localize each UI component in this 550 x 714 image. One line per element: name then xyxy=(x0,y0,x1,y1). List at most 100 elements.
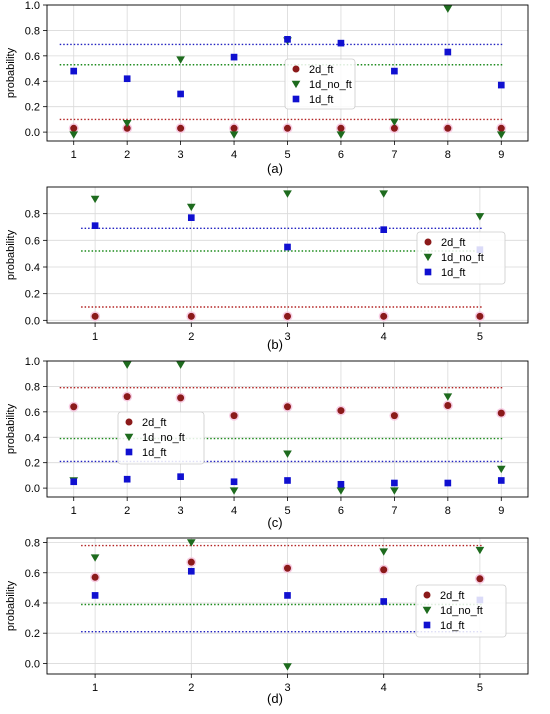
data-point-1d-ft xyxy=(444,48,452,56)
data-point-2d-ft xyxy=(187,558,195,566)
chart-panel-4: 0.0 0.2 0.4 0.6 0.8 1 2 3 4 5 probability 2d_ft 1d_n… xyxy=(5,538,529,706)
legend-marker xyxy=(424,268,432,276)
y-tick-label: 0.8 xyxy=(25,25,40,37)
data-point-1d-ft xyxy=(380,226,388,233)
legend-marker xyxy=(423,621,431,629)
data-point-1d-no-ft xyxy=(69,131,79,139)
x-tick-label: 6 xyxy=(338,149,344,161)
data-point-1d-no-ft xyxy=(122,119,132,128)
legend-label: 1d_no_ft xyxy=(309,79,352,91)
legend-marker xyxy=(292,65,300,73)
y-tick-label: 0.6 xyxy=(25,568,40,580)
data-point-2d-ft xyxy=(91,573,99,581)
data-point-2d-ft xyxy=(380,312,388,320)
x-tick-label: 2 xyxy=(124,505,130,517)
data-point-1d-no-ft xyxy=(283,663,292,671)
legend-marker xyxy=(124,433,134,442)
x-tick-label: 3 xyxy=(284,682,290,694)
data-point-1d-ft xyxy=(177,90,184,98)
x-tick-label: 7 xyxy=(391,149,397,161)
data-point-1d-no-ft xyxy=(496,131,506,139)
y-tick-label: 0.2 xyxy=(25,458,40,470)
data-point-1d-no-ft xyxy=(186,539,196,547)
data-point-1d-no-ft xyxy=(336,487,346,495)
data-point-1d-ft xyxy=(497,477,505,484)
x-tick-label: 7 xyxy=(391,505,397,517)
data-point-1d-ft xyxy=(91,592,99,599)
legend-box xyxy=(117,411,205,465)
data-point-2d-ft xyxy=(497,124,505,132)
x-tick-label: 3 xyxy=(178,149,184,161)
x-tick-label: 6 xyxy=(338,505,344,517)
y-tick-label: 0.2 xyxy=(25,628,40,640)
legend-marker xyxy=(424,238,432,246)
data-point-1d-no-ft xyxy=(283,190,292,198)
legend-box xyxy=(415,584,507,638)
data-point-1d-no-ft xyxy=(90,554,100,562)
legend-label: 2d_ft xyxy=(440,590,464,602)
data-point-2d-ft xyxy=(476,575,484,583)
data-point-1d-ft xyxy=(284,592,291,599)
data-point-1d-ft xyxy=(91,222,99,229)
data-point-2d-ft xyxy=(337,124,345,132)
y-tick-label: 0.6 xyxy=(25,407,40,419)
x-tick-label: 2 xyxy=(188,331,194,343)
y-tick-label: 0.4 xyxy=(25,598,40,610)
data-point-2d-ft xyxy=(91,312,99,320)
legend-box xyxy=(284,58,356,110)
y-tick-label: 0.0 xyxy=(25,658,40,670)
data-point-1d-no-ft xyxy=(475,546,485,555)
x-tick-label: 4 xyxy=(231,505,237,517)
data-point-2d-ft xyxy=(177,124,185,132)
y-tick-label: 0.0 xyxy=(25,315,40,327)
data-point-1d-ft xyxy=(391,479,398,487)
data-point-1d-ft xyxy=(177,473,184,480)
y-tick-label: 0.2 xyxy=(25,289,40,301)
data-point-1d-ft xyxy=(230,478,238,486)
y-axis-label: probability xyxy=(5,229,17,280)
data-point-2d-ft xyxy=(284,403,291,411)
y-tick-label: 0.6 xyxy=(25,51,40,63)
data-point-2d-ft xyxy=(284,564,291,572)
data-point-2d-ft xyxy=(284,124,291,132)
data-point-1d-no-ft xyxy=(229,131,239,139)
data-point-1d-no-ft xyxy=(496,465,506,474)
data-point-1d-no-ft xyxy=(475,213,485,221)
data-point-1d-no-ft xyxy=(443,393,453,401)
data-point-2d-ft xyxy=(230,412,238,420)
data-point-2d-ft xyxy=(284,312,291,320)
data-point-1d-ft xyxy=(70,478,78,486)
x-tick-label: 8 xyxy=(445,149,451,161)
panel-caption: (b) xyxy=(267,337,283,352)
legend-marker xyxy=(125,418,133,426)
data-point-1d-ft xyxy=(380,598,388,605)
data-point-1d-ft xyxy=(230,53,238,61)
data-point-1d-ft xyxy=(187,567,195,575)
data-point-1d-no-ft xyxy=(443,5,453,13)
legend-label: 2d_ft xyxy=(441,237,465,249)
y-tick-label: 0.4 xyxy=(25,432,40,444)
x-tick-label: 1 xyxy=(71,149,77,161)
legend-label: 1d_no_ft xyxy=(142,432,185,444)
x-tick-label: 4 xyxy=(381,331,387,343)
data-point-2d-ft xyxy=(390,412,398,420)
x-tick-label: 1 xyxy=(92,682,98,694)
data-point-1d-ft xyxy=(497,81,505,89)
data-point-1d-ft xyxy=(444,479,452,487)
data-point-2d-ft xyxy=(123,124,131,132)
y-tick-label: 0.4 xyxy=(25,76,40,88)
y-axis-label: probability xyxy=(5,403,17,454)
data-point-1d-no-ft xyxy=(122,361,132,369)
chart-panel-1: 0.0 0.2 0.4 0.6 0.8 1.0 1 2 3 4 5 6 7 8 9 probability 2d… xyxy=(5,0,529,176)
data-point-1d-no-ft xyxy=(379,190,389,198)
data-point-2d-ft xyxy=(70,124,78,132)
data-point-1d-no-ft xyxy=(390,118,399,127)
y-tick-label: 0.2 xyxy=(25,102,40,114)
y-tick-label: 0.0 xyxy=(25,127,40,139)
data-point-2d-ft xyxy=(70,403,78,411)
panel-caption: (a) xyxy=(267,161,283,176)
x-tick-label: 4 xyxy=(381,682,387,694)
y-axis-label: probability xyxy=(5,47,17,98)
x-tick-label: 5 xyxy=(284,149,290,161)
